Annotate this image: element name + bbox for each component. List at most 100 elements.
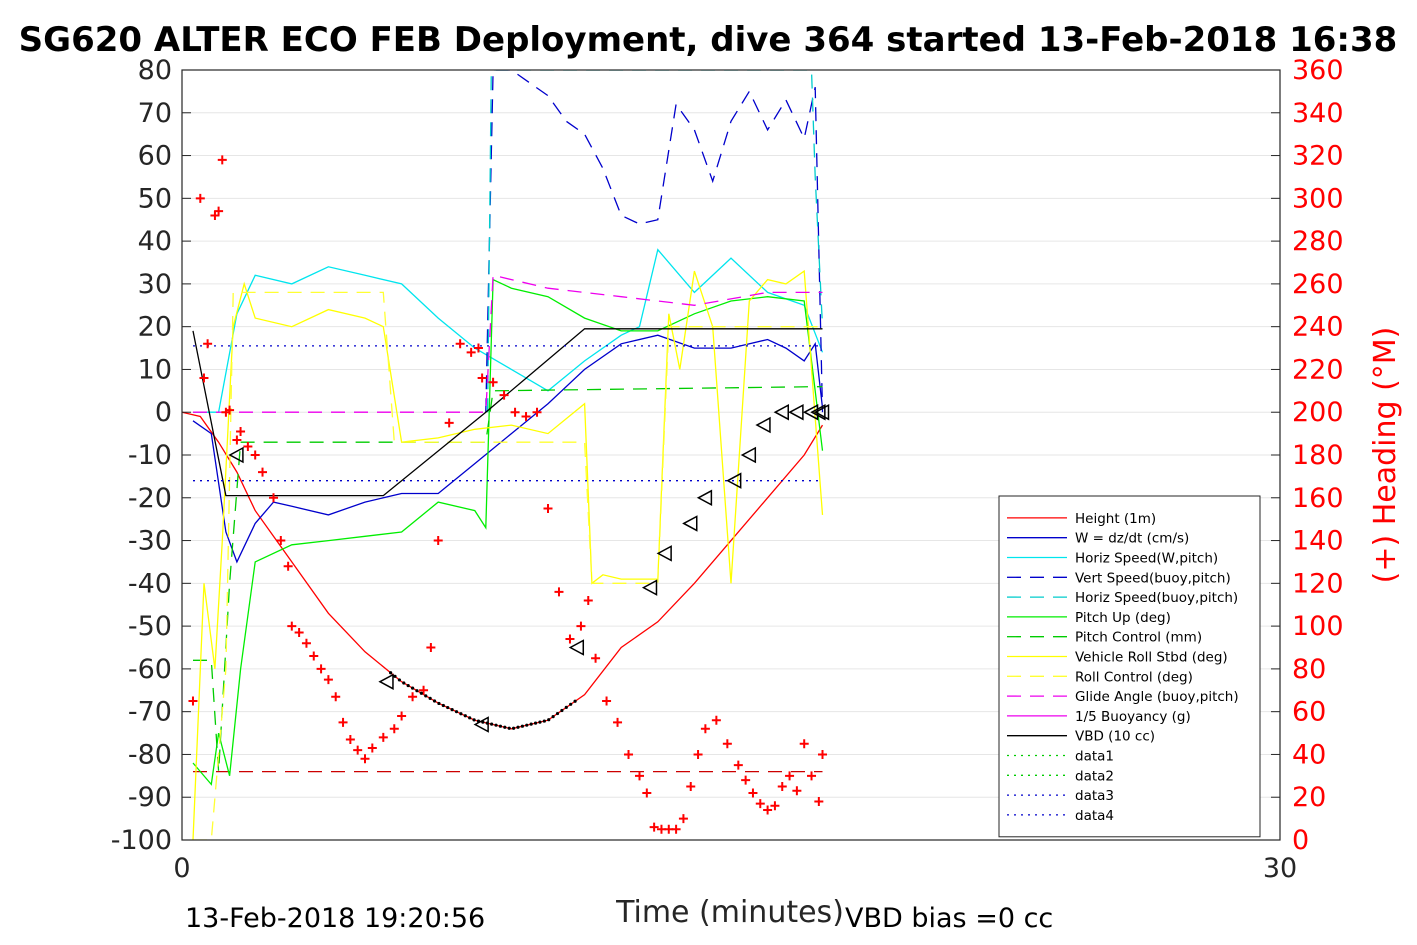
bottom-dot-marker bbox=[516, 725, 520, 729]
heading-marker bbox=[686, 782, 696, 792]
legend-box bbox=[998, 495, 1261, 838]
heading-marker bbox=[276, 536, 286, 546]
heading-marker bbox=[323, 675, 333, 685]
bottom-dot-marker bbox=[437, 701, 441, 706]
legend-label: Vehicle Roll Stbd (deg) bbox=[1075, 650, 1228, 666]
bottom-dot-marker bbox=[397, 678, 402, 682]
heading-marker bbox=[711, 715, 721, 725]
bottom-dot-marker bbox=[393, 674, 397, 678]
x-tick-label: 0 bbox=[173, 853, 190, 884]
heading-marker bbox=[338, 717, 348, 727]
x-axis-label: Time (minutes) bbox=[615, 895, 844, 930]
heading-marker bbox=[763, 805, 773, 815]
y-tick-label: 40 bbox=[138, 226, 172, 257]
triangle-marker bbox=[656, 545, 672, 562]
bottom-dot-marker bbox=[446, 705, 450, 710]
legend-label: Vert Speed(buoy,pitch) bbox=[1075, 570, 1231, 586]
y-right-tick-label: 200 bbox=[1292, 397, 1344, 428]
triangle-marker bbox=[641, 579, 658, 596]
bottom-dot-marker bbox=[428, 696, 432, 701]
y-tick-label: 10 bbox=[138, 354, 172, 385]
heading-marker bbox=[785, 771, 795, 781]
heading-marker bbox=[397, 711, 407, 721]
heading-marker bbox=[613, 717, 623, 727]
heading-marker bbox=[510, 407, 520, 417]
bottom-dot-marker bbox=[542, 719, 546, 723]
triangle-marker bbox=[740, 446, 757, 464]
heading-marker bbox=[250, 450, 260, 460]
heading-marker bbox=[671, 824, 681, 834]
heading-marker bbox=[195, 193, 205, 203]
legend-label: data4 bbox=[1075, 808, 1114, 824]
triangle-marker bbox=[802, 403, 819, 421]
bottom-dot-marker bbox=[551, 715, 555, 719]
heading-marker bbox=[389, 724, 399, 734]
bottom-dot-marker bbox=[498, 724, 503, 728]
heading-marker bbox=[360, 754, 370, 764]
legend-label: Pitch Control (mm) bbox=[1075, 630, 1202, 646]
y-tick-label: 0 bbox=[155, 397, 172, 428]
bottom-dot-marker bbox=[547, 718, 551, 722]
footer-vbd-bias: VBD bias =0 cc bbox=[845, 903, 1053, 934]
bottom-dot-marker bbox=[485, 721, 489, 725]
heading-marker bbox=[532, 407, 542, 417]
heading-marker bbox=[602, 696, 612, 706]
bottom-dot-marker bbox=[415, 689, 419, 693]
y-tick-label: -60 bbox=[128, 654, 172, 685]
triangle-marker bbox=[682, 515, 698, 532]
heading-marker bbox=[232, 435, 242, 445]
series-line-pitch-up-deg bbox=[192, 278, 824, 786]
heading-marker bbox=[203, 339, 213, 349]
triangle-marker bbox=[813, 403, 830, 421]
y-right-tick-label: 80 bbox=[1292, 654, 1326, 685]
heading-marker bbox=[799, 739, 809, 749]
series-line-w-dz-dt-cm-s bbox=[192, 334, 824, 564]
heading-marker bbox=[521, 412, 531, 421]
legend-label: data1 bbox=[1075, 749, 1114, 765]
bottom-dot-marker bbox=[406, 683, 410, 688]
legend-label: Glide Angle (buoy,pitch) bbox=[1075, 689, 1239, 705]
heading-marker bbox=[199, 373, 209, 383]
y-right-tick-label: 280 bbox=[1292, 226, 1344, 257]
heading-marker bbox=[693, 749, 703, 759]
triangle-marker bbox=[568, 639, 585, 656]
triangle-marker bbox=[378, 673, 394, 690]
y-right-tick-label: 100 bbox=[1292, 611, 1344, 642]
heading-marker bbox=[433, 536, 443, 546]
heading-marker bbox=[624, 749, 634, 759]
legend-label: Pitch Up (deg) bbox=[1075, 610, 1171, 626]
heading-marker bbox=[755, 799, 765, 809]
heading-marker bbox=[554, 587, 564, 597]
y-tick-label: 60 bbox=[138, 141, 172, 172]
y-right-tick-label: 0 bbox=[1292, 825, 1309, 856]
y-right-tick-label: 140 bbox=[1292, 526, 1344, 557]
y-tick-label: -30 bbox=[128, 526, 172, 557]
heading-marker bbox=[488, 377, 498, 387]
x-axis: 0 30 bbox=[173, 853, 1297, 884]
y-right-tick-label: 40 bbox=[1292, 739, 1326, 770]
y-right-tick-label: 120 bbox=[1292, 568, 1344, 599]
legend-label: data3 bbox=[1075, 788, 1114, 804]
heading-marker bbox=[301, 638, 311, 648]
y-tick-label: -50 bbox=[128, 611, 172, 642]
triangle-marker bbox=[726, 472, 742, 489]
heading-marker bbox=[217, 155, 227, 165]
legend-label: Horiz Speed(W,pitch) bbox=[1075, 551, 1218, 567]
chart-title: SG620 ALTER ECO FEB Deployment, dive 364… bbox=[19, 20, 1398, 60]
bottom-dot-marker bbox=[463, 714, 467, 718]
heading-marker bbox=[283, 561, 293, 571]
heading-marker bbox=[722, 739, 732, 749]
heading-marker bbox=[477, 373, 487, 383]
legend-label: Roll Control (deg) bbox=[1075, 669, 1193, 685]
heading-marker bbox=[591, 653, 601, 663]
heading-marker bbox=[635, 771, 644, 781]
heading-marker bbox=[748, 788, 758, 798]
legend-label: 1/5 Buoyancy (g) bbox=[1075, 709, 1191, 725]
y-right-tick-label: 360 bbox=[1292, 55, 1344, 86]
series-line-vehicle-roll-stbd-deg bbox=[192, 269, 824, 840]
heading-marker bbox=[243, 441, 253, 451]
heading-marker bbox=[700, 724, 710, 734]
heading-marker bbox=[378, 732, 388, 742]
bottom-dot-marker bbox=[503, 725, 507, 729]
